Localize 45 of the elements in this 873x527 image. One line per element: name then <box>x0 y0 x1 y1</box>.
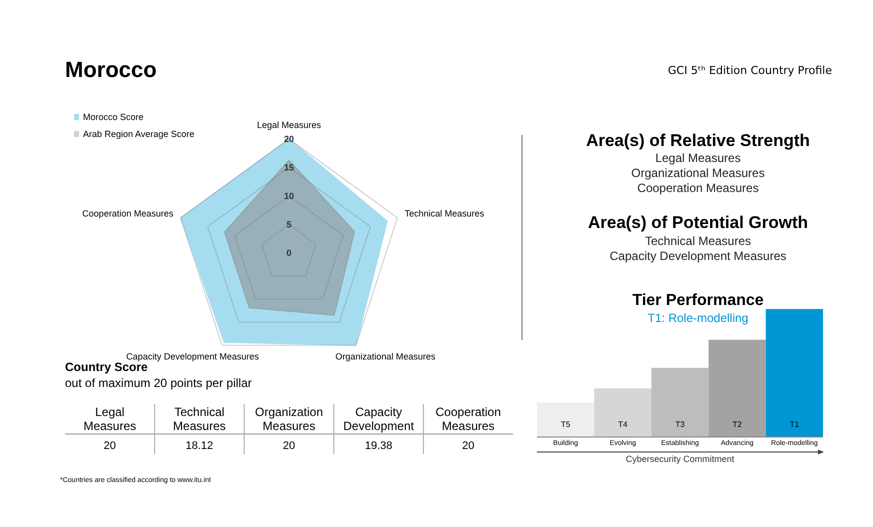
legend-label: Morocco Score <box>83 112 144 122</box>
annotation: T3 <box>675 420 686 429</box>
category-label: Organization Measures <box>254 405 324 433</box>
bar <box>537 402 594 437</box>
text: Cooperation Measures <box>637 181 759 195</box>
category-label: Legal Measures <box>83 405 136 433</box>
text: Capacity Development Measures <box>610 249 786 263</box>
data-label: 20 <box>462 440 474 452</box>
chart-title: Tier Performance <box>632 292 764 309</box>
y-tick-label: 5 <box>286 220 292 230</box>
data-label: 19.38 <box>364 440 392 452</box>
y-tick-label: 10 <box>284 191 294 201</box>
text: Country Score <box>65 360 148 374</box>
spoke-label: Capacity Development Measures <box>126 352 260 362</box>
text: Organizational Measures <box>631 166 765 180</box>
text: Area(s) of Relative Strength <box>586 131 810 150</box>
text: GCI 5ᵗʰ Edition Country Profile <box>668 64 832 77</box>
text: Legal Measures <box>655 151 741 165</box>
data-label: 20 <box>104 440 116 452</box>
text: out of maximum 20 points per pillar <box>65 376 252 390</box>
bar <box>708 340 766 437</box>
spoke-label: Legal Measures <box>256 120 322 130</box>
chart-title: Morocco <box>65 57 157 82</box>
y-tick-label: 20 <box>284 134 294 144</box>
bar <box>594 388 652 437</box>
annotation: T2 <box>732 420 742 429</box>
spoke-label: Cooperation Measures <box>82 208 174 218</box>
annotation: T5 <box>560 420 571 429</box>
category-label: Capacity Development <box>343 405 415 433</box>
x-axis-title: Cybersecurity Commitment <box>626 454 735 464</box>
text: Technical Measures <box>644 234 752 248</box>
chart-subtitle: T1: Role-modelling <box>648 311 748 325</box>
bar <box>651 368 709 437</box>
annotation: T4 <box>618 420 628 429</box>
text: Area(s) of Potential Growth <box>588 213 808 232</box>
spoke-label: Organizational Measures <box>335 352 436 362</box>
legend-label: Arab Region Average Score <box>83 129 194 139</box>
spoke-label: Technical Measures <box>404 208 485 218</box>
annotation: T1 <box>790 420 800 429</box>
y-tick-label: 15 <box>284 162 294 172</box>
bar <box>766 309 823 437</box>
data-label: 18.12 <box>186 440 214 452</box>
y-tick-label: 0 <box>286 248 292 258</box>
category-label: Technical Measures <box>173 405 226 433</box>
category-label: Cooperation Measures <box>436 405 501 433</box>
